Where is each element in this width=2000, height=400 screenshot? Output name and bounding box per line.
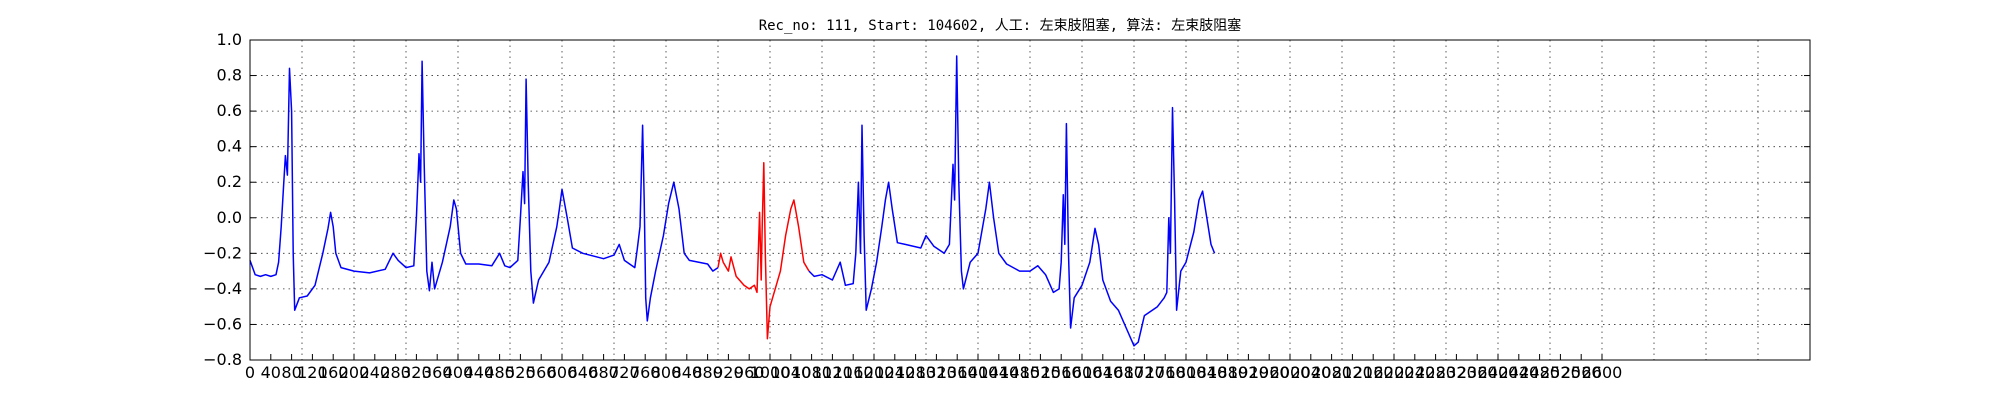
x-tick-label: 840 bbox=[672, 363, 703, 382]
x-tick-label: 400 bbox=[443, 363, 474, 382]
x-tick-label: 1160 bbox=[833, 363, 874, 382]
chart-title: Rec_no: 111, Start: 104602, 人工: 左束肢阻塞, 算… bbox=[759, 17, 1242, 34]
x-tick-label: 200 bbox=[339, 363, 370, 382]
x-tick-label: 320 bbox=[401, 363, 432, 382]
x-tick-label: 760 bbox=[630, 363, 661, 382]
x-tick-label: 1680 bbox=[1103, 363, 1144, 382]
x-tick-label: 1200 bbox=[854, 363, 895, 382]
x-tick-label: 2280 bbox=[1415, 363, 1456, 382]
x-tick-label: 40 bbox=[261, 363, 281, 382]
y-tick-label: 0.6 bbox=[217, 101, 242, 120]
y-tick-label: −0.8 bbox=[203, 350, 242, 369]
x-tick-label: 960 bbox=[734, 363, 765, 382]
x-tick-label: 0 bbox=[245, 363, 255, 382]
x-tick-label: 2480 bbox=[1519, 363, 1560, 382]
x-tick-label: 2600 bbox=[1582, 363, 1623, 382]
x-tick-label: 1760 bbox=[1145, 363, 1186, 382]
x-tick-label: 2440 bbox=[1498, 363, 1539, 382]
x-tick-label: 560 bbox=[526, 363, 557, 382]
x-tick-label: 2520 bbox=[1540, 363, 1581, 382]
x-tick-label: 1120 bbox=[812, 363, 853, 382]
x-tick-label: 1880 bbox=[1207, 363, 1248, 382]
x-tick-label: 2040 bbox=[1290, 363, 1331, 382]
x-tick-label: 2240 bbox=[1394, 363, 1435, 382]
y-tick-label: −0.6 bbox=[203, 314, 242, 333]
x-tick-label: 2400 bbox=[1478, 363, 1519, 382]
x-tick-label: 440 bbox=[464, 363, 495, 382]
x-tick-label: 480 bbox=[484, 363, 515, 382]
x-tick-label: 1800 bbox=[1166, 363, 1207, 382]
x-tick-label: 360 bbox=[422, 363, 453, 382]
y-tick-label: 0.2 bbox=[217, 172, 242, 191]
x-tick-label: 1920 bbox=[1228, 363, 1269, 382]
y-tick-label: −0.4 bbox=[203, 279, 242, 298]
x-tick-label: 80 bbox=[281, 363, 301, 382]
x-tick-label: 1480 bbox=[999, 363, 1040, 382]
x-tick-label: 920 bbox=[713, 363, 744, 382]
x-tick-label: 1040 bbox=[770, 363, 811, 382]
x-tick-label: 2080 bbox=[1311, 363, 1352, 382]
y-tick-label: 0.8 bbox=[217, 66, 242, 85]
x-tick-label: 1640 bbox=[1082, 363, 1123, 382]
x-tick-label: 520 bbox=[505, 363, 536, 382]
x-tick-label: 640 bbox=[568, 363, 599, 382]
grid-lines bbox=[250, 40, 1810, 360]
x-tick-label: 1560 bbox=[1041, 363, 1082, 382]
ecg-trace bbox=[249, 55, 1216, 347]
y-tick-label: 0.4 bbox=[217, 137, 242, 156]
x-axis: 0 40 8012016020024028032036040044048052056… bbox=[245, 354, 1622, 382]
x-tick-label: 1520 bbox=[1020, 363, 1061, 382]
x-tick-label: 1600 bbox=[1062, 363, 1103, 382]
y-tick-label: −0.2 bbox=[203, 243, 242, 262]
x-tick-label: 680 bbox=[588, 363, 619, 382]
plot-frame bbox=[249, 39, 1811, 361]
ecg-segment-1 bbox=[717, 161, 810, 340]
x-tick-label: 1280 bbox=[895, 363, 936, 382]
x-tick-label: 2320 bbox=[1436, 363, 1477, 382]
x-tick-label: 1320 bbox=[916, 363, 957, 382]
x-tick-label: 2000 bbox=[1270, 363, 1311, 382]
x-tick-label: 2200 bbox=[1374, 363, 1415, 382]
x-tick-label: 600 bbox=[547, 363, 578, 382]
x-tick-label: 1240 bbox=[874, 363, 915, 382]
x-tick-label: 2560 bbox=[1561, 363, 1602, 382]
x-tick-label: 1720 bbox=[1124, 363, 1165, 382]
x-tick-label: 880 bbox=[692, 363, 723, 382]
y-tick-label: 1.0 bbox=[217, 30, 242, 49]
x-tick-label: 240 bbox=[360, 363, 391, 382]
x-tick-label: 1400 bbox=[958, 363, 999, 382]
x-tick-label: 1960 bbox=[1249, 363, 1290, 382]
x-tick-label: 1080 bbox=[791, 363, 832, 382]
ecg-segment-2 bbox=[808, 55, 1216, 347]
x-tick-label: 1000 bbox=[750, 363, 791, 382]
x-tick-label: 280 bbox=[380, 363, 411, 382]
x-tick-label: 2120 bbox=[1332, 363, 1373, 382]
y-tick-label: 0.0 bbox=[217, 208, 242, 227]
x-tick-label: 1840 bbox=[1186, 363, 1227, 382]
x-tick-label: 160 bbox=[318, 363, 349, 382]
ecg-segment-0 bbox=[249, 60, 719, 322]
x-tick-label: 2160 bbox=[1353, 363, 1394, 382]
x-tick-label: 720 bbox=[609, 363, 640, 382]
x-tick-label: 120 bbox=[297, 363, 328, 382]
x-tick-label: 1440 bbox=[978, 363, 1019, 382]
x-tick-label: 800 bbox=[651, 363, 682, 382]
x-tick-label: 1360 bbox=[937, 363, 978, 382]
x-tick-label: 2360 bbox=[1457, 363, 1498, 382]
y-axis: −0.8 −0.6 −0.4 −0.2 0.0 0.2 0.4 0.6 0.8 1.0 bbox=[203, 30, 1810, 369]
